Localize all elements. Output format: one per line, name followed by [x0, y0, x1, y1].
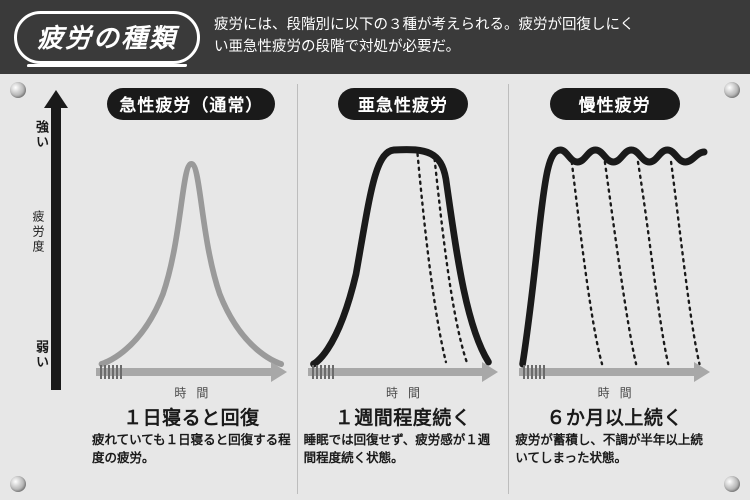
header-description: 疲労には、段階別に以下の３種が考えられる。疲労が回復しにく い亜急性疲労の段階で…	[214, 15, 634, 59]
panel-duration: ６か月以上続く	[546, 403, 683, 430]
panel-description: 疲労が蓄積し、不調が半年以上続いてしまった状態。	[515, 432, 714, 467]
x-axis-label: 時間	[588, 384, 642, 401]
panel-title: 亜急性疲労	[338, 88, 468, 120]
x-axis-label: 時間	[164, 384, 218, 401]
chart-panel-area: 強い 疲労度 弱い 急性疲労（通常） 時間 １日寝ると回復疲れていても１日寝ると回復…	[0, 74, 750, 500]
page-title: 疲労の種類	[37, 23, 177, 53]
y-axis-shaft	[51, 108, 61, 390]
panel-title: 慢性疲労	[550, 88, 680, 120]
chart-panel-chronic: 慢性疲労時間 ６か月以上続く疲労が蓄積し、不調が半年以上続いてしまった状態。	[509, 84, 720, 494]
chart-box	[92, 124, 291, 384]
chart-box	[515, 124, 714, 384]
x-axis-label: 時間	[376, 384, 430, 401]
page-title-badge: 疲労の種類	[14, 11, 200, 64]
y-axis-arrowhead	[44, 90, 68, 108]
panel-title: 急性疲労（通常）	[107, 88, 275, 120]
y-axis-label-weak: 弱い	[32, 340, 51, 370]
screw-decoration	[724, 82, 740, 98]
panel-description: 睡眠では回復せず、疲労感が１週間程度続く状態。	[304, 432, 503, 467]
y-axis-label-strong: 強い	[32, 120, 51, 150]
y-axis-ticks	[54, 190, 60, 208]
screw-decoration	[10, 82, 26, 98]
panel-duration: １週間程度続く	[335, 403, 472, 430]
screw-decoration	[10, 476, 26, 492]
chart-panels: 急性疲労（通常）時間１日寝ると回復疲れていても１日寝ると回復する程度の疲労。亜急…	[86, 84, 720, 494]
header-desc-line2: い亜急性疲労の段階で対処が必要だ。	[214, 39, 460, 55]
chart-box	[304, 124, 503, 384]
panel-duration: １日寝ると回復	[123, 403, 260, 430]
header-desc-line1: 疲労には、段階別に以下の３種が考えられる。疲労が回復しにく	[214, 17, 634, 33]
header: 疲労の種類 疲労には、段階別に以下の３種が考えられる。疲労が回復しにく い亜急性…	[0, 0, 750, 74]
x-axis	[308, 362, 499, 382]
chart-panel-subacute: 亜急性疲労時間 １週間程度続く睡眠では回復せず、疲労感が１週間程度続く状態。	[298, 84, 510, 494]
y-axis: 強い 疲労度 弱い	[36, 90, 76, 390]
screw-decoration	[724, 476, 740, 492]
x-axis	[96, 362, 287, 382]
chart-panel-acute: 急性疲労（通常） 時間 １日寝ると回復疲れていても１日寝ると回復する程度の疲労。	[86, 84, 298, 494]
panel-description: 疲れていても１日寝ると回復する程度の疲労。	[92, 432, 291, 467]
y-axis-label-mid: 疲労度	[30, 210, 47, 255]
x-axis	[519, 362, 710, 382]
